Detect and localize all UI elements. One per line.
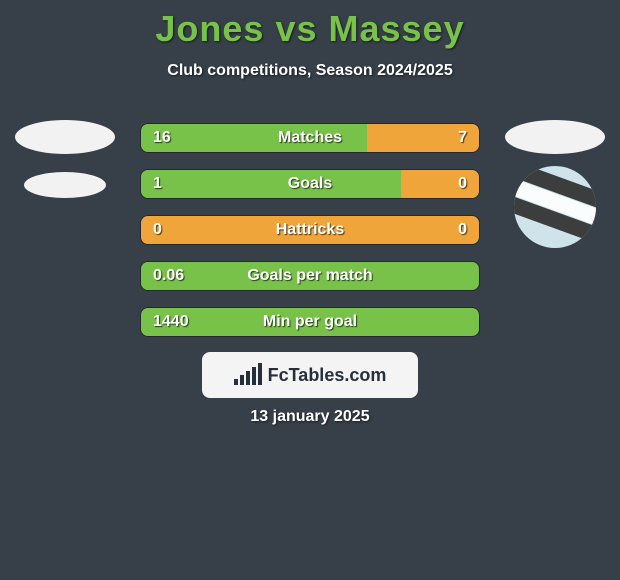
stat-row: 1440Min per goal <box>140 307 480 337</box>
stat-label: Goals <box>141 175 479 193</box>
left-player-badges <box>10 120 120 198</box>
stat-label: Goals per match <box>141 267 479 285</box>
club-crest <box>514 166 596 248</box>
comparison-infographic: Jones vs Massey Club competitions, Seaso… <box>0 0 620 580</box>
subtitle: Club competitions, Season 2024/2025 <box>0 62 620 80</box>
date-label: 13 january 2025 <box>0 408 620 426</box>
stat-row: 0.06Goals per match <box>140 261 480 291</box>
stat-row: 10Goals <box>140 169 480 199</box>
bars-icon <box>234 365 262 385</box>
stat-rows: 167Matches 10Goals 00Hattricks 0.06Goals pe… <box>140 123 480 353</box>
footer-brand-card: FcTables.com <box>202 352 418 398</box>
stat-label: Matches <box>141 129 479 147</box>
stat-row: 00Hattricks <box>140 215 480 245</box>
page-title: Jones vs Massey <box>0 8 620 50</box>
brand-text: FcTables.com <box>268 365 387 386</box>
placeholder-ellipse <box>15 120 115 154</box>
stat-row: 167Matches <box>140 123 480 153</box>
stat-label: Min per goal <box>141 313 479 331</box>
stat-label: Hattricks <box>141 221 479 239</box>
placeholder-ellipse <box>505 120 605 154</box>
right-player-badges <box>500 120 610 248</box>
placeholder-ellipse <box>24 172 106 198</box>
